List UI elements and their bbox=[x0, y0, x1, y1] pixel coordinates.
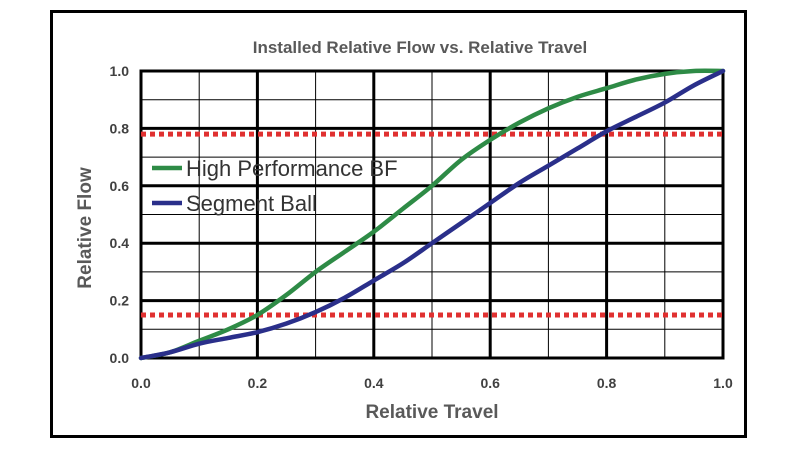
x-tick-label: 0.2 bbox=[248, 375, 268, 391]
y-tick-label: 0.0 bbox=[110, 350, 130, 366]
y-tick-label: 1.0 bbox=[110, 63, 130, 79]
chart-title: Installed Relative Flow vs. Relative Tra… bbox=[253, 38, 587, 57]
y-tick-label: 0.2 bbox=[110, 293, 130, 309]
series-line-segment-ball bbox=[138, 68, 726, 361]
x-tick-labels: 0.0 0.2 0.4 0.6 0.8 1.0 bbox=[131, 375, 733, 391]
legend-label: High Performance BF bbox=[186, 156, 398, 181]
series-lines bbox=[138, 68, 726, 361]
chart-svg: Installed Relative Flow vs. Relative Tra… bbox=[75, 38, 733, 423]
reference-lines bbox=[141, 131, 723, 318]
y-tick-label: 0.6 bbox=[110, 178, 130, 194]
y-axis-title: Relative Flow bbox=[75, 167, 96, 289]
legend-label: Segment Ball bbox=[186, 191, 317, 216]
y-tick-label: 0.8 bbox=[110, 120, 130, 136]
x-tick-label: 0.6 bbox=[480, 375, 500, 391]
x-tick-label: 0.8 bbox=[597, 375, 617, 391]
x-tick-label: 0.4 bbox=[364, 375, 384, 391]
x-tick-label: 0.0 bbox=[131, 375, 151, 391]
y-tick-label: 0.4 bbox=[110, 235, 130, 251]
x-axis-title: Relative Travel bbox=[365, 402, 498, 423]
chart-frame: Installed Relative Flow vs. Relative Tra… bbox=[50, 10, 747, 438]
y-tick-labels: 0.0 0.2 0.4 0.6 0.8 1.0 bbox=[110, 63, 130, 366]
series-line-high-performance-bf bbox=[138, 68, 726, 361]
x-tick-label: 1.0 bbox=[713, 375, 733, 391]
grid-minor bbox=[141, 71, 723, 358]
plot-border bbox=[139, 69, 725, 360]
legend: High Performance BF Segment Ball bbox=[152, 156, 398, 216]
